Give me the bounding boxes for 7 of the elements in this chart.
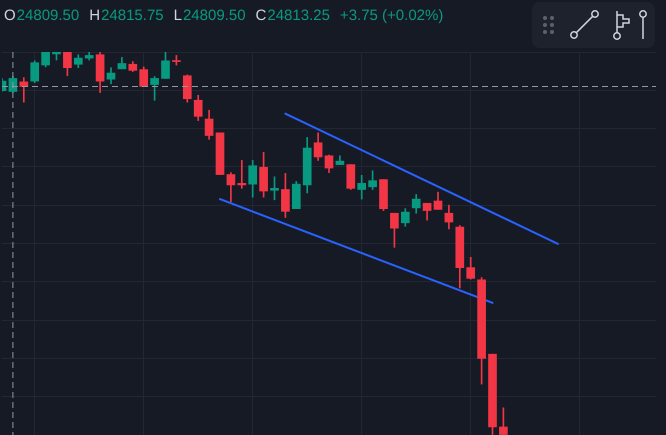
text: L24809.50 [174, 7, 246, 24]
candlestick [270, 176, 279, 200]
text: +3.75 (+0.02%) [340, 7, 444, 24]
text: C24813.25 [256, 7, 330, 24]
candlestick [52, 52, 61, 60]
text: H24815.75 [89, 7, 164, 24]
text: O24809.50 [4, 7, 80, 24]
